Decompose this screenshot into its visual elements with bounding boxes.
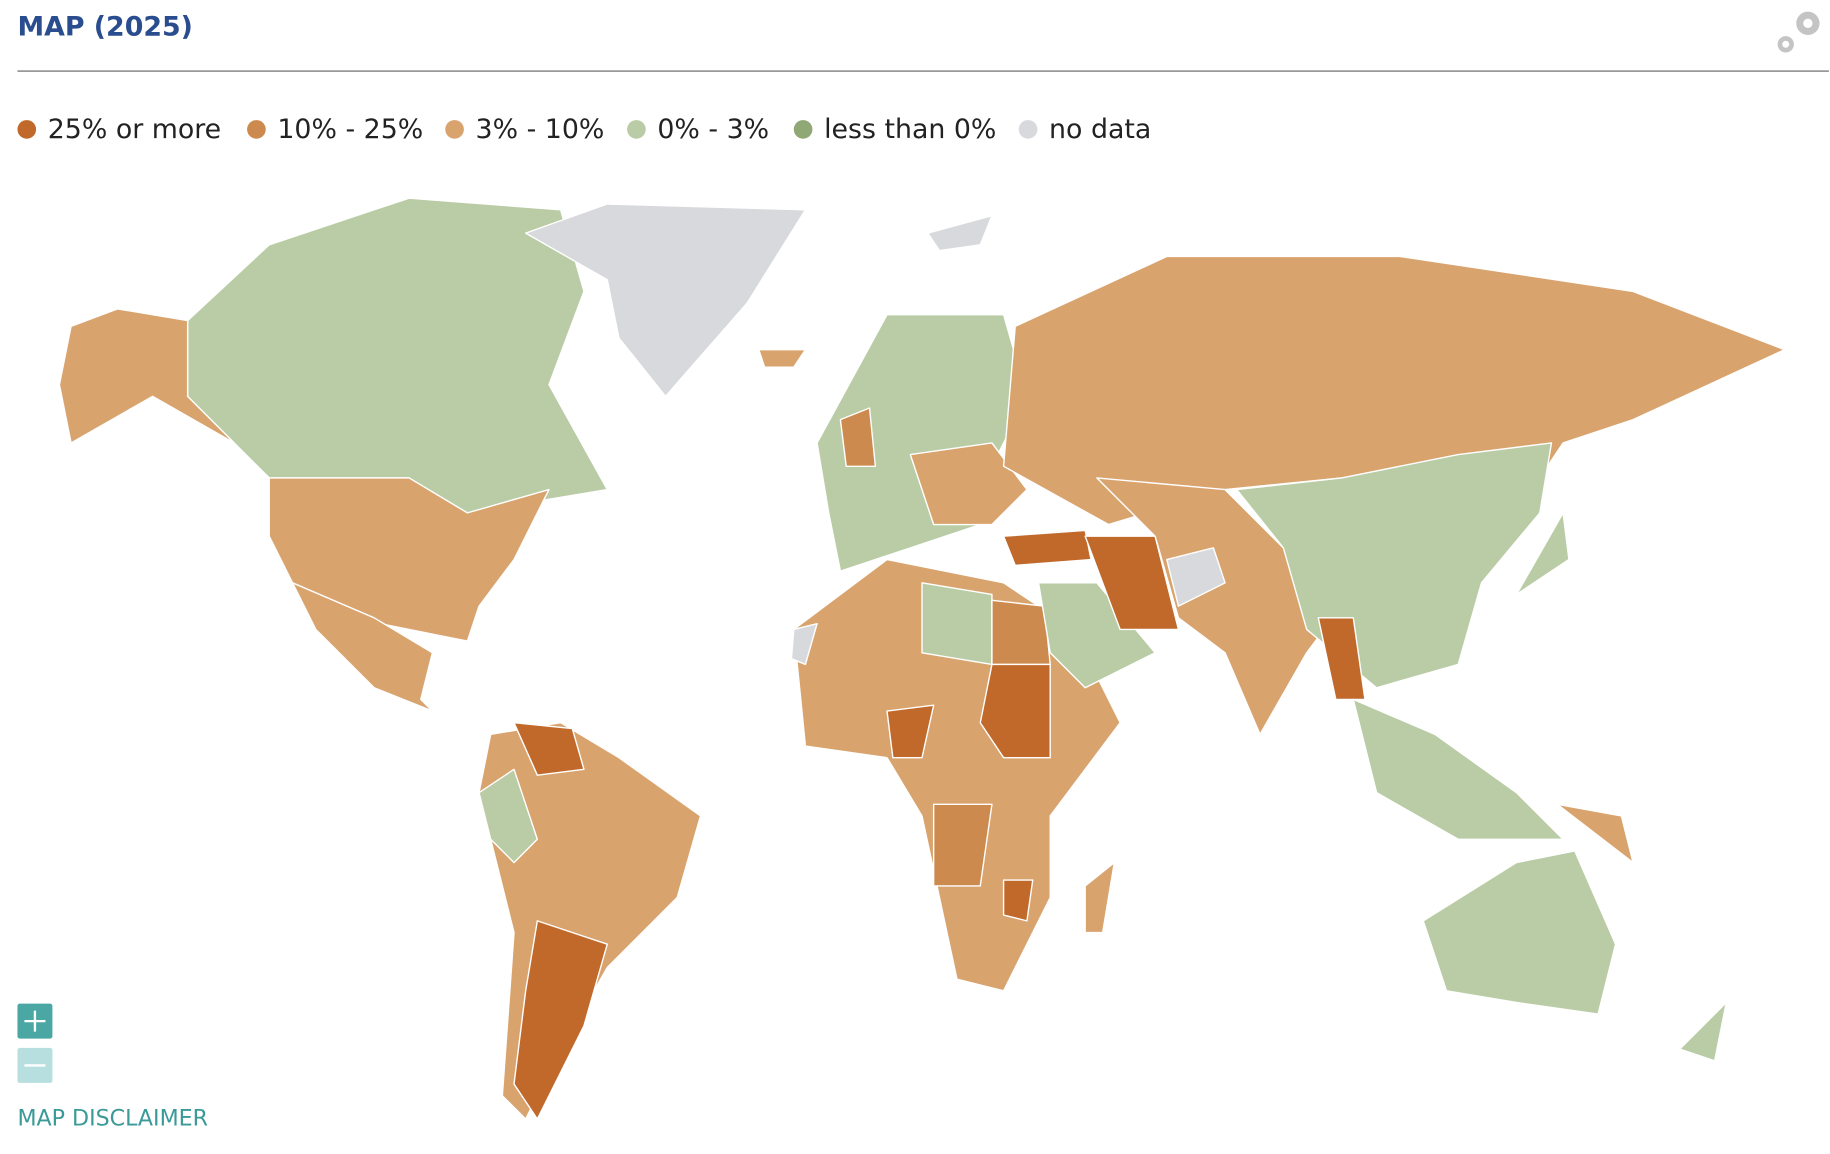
country-region (478, 768, 539, 864)
country-region (268, 477, 550, 642)
country-region (1084, 535, 1180, 631)
legend: 25% or more 10% - 25% 3% - 10% 0% - 3% less … (17, 114, 1151, 145)
country-region (758, 348, 807, 368)
country-region (1166, 547, 1226, 607)
country-region (932, 803, 993, 887)
country-region (1002, 255, 1786, 526)
zoom-out-button[interactable] (17, 1047, 53, 1083)
country-region (1317, 617, 1366, 701)
country-region (1096, 477, 1343, 736)
country-region (790, 622, 818, 666)
legend-label: less than 0% (824, 114, 996, 145)
legend-label: no data (1049, 114, 1151, 145)
legend-swatch (793, 120, 813, 139)
country-region (1236, 442, 1553, 689)
country-region (979, 663, 1051, 759)
map-disclaimer-link[interactable]: MAP DISCLAIMER (17, 1106, 208, 1132)
country-region (513, 920, 608, 1120)
country-region (909, 442, 1028, 526)
country-region (1678, 1001, 1727, 1062)
country-region (524, 203, 807, 398)
country-region (58, 308, 235, 444)
legend-swatch (627, 120, 646, 139)
country-region (1556, 803, 1634, 864)
legend-swatch (247, 120, 266, 139)
legend-label: 3% - 10% (476, 114, 605, 145)
legend-label: 0% - 3% (657, 114, 769, 145)
legend-swatch (1018, 120, 1038, 139)
country-region (1422, 850, 1617, 1015)
country-region (1084, 861, 1116, 934)
country-region (186, 197, 608, 514)
country-region (839, 407, 877, 467)
world-map (58, 197, 1786, 1120)
zoom-in-button[interactable] (17, 1003, 53, 1039)
country-region (886, 704, 935, 759)
settings-icon[interactable] (1777, 11, 1820, 53)
legend-label: 25% or more (48, 114, 221, 145)
legend-swatch (17, 120, 37, 139)
country-region (1352, 698, 1564, 840)
country-region (1002, 879, 1034, 922)
legend-label: 10% - 25% (277, 114, 423, 145)
legend-swatch (445, 120, 464, 139)
widget-title: MAP (2025) (17, 11, 192, 42)
country-region (291, 582, 469, 747)
country-region (927, 214, 993, 252)
country-region (513, 722, 585, 776)
country-region (1002, 529, 1092, 567)
country-region (991, 599, 1051, 666)
country-region (1515, 512, 1570, 596)
country-region (921, 582, 993, 666)
country-region (1037, 582, 1156, 689)
